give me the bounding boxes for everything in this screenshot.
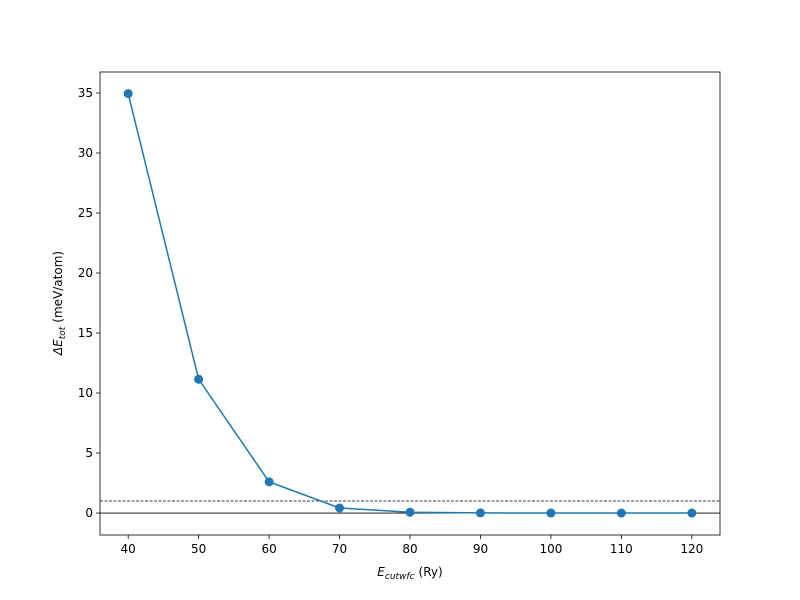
x-tick-label: 120 bbox=[680, 542, 703, 556]
y-tick-label: 5 bbox=[85, 446, 93, 460]
x-tick-label: 40 bbox=[121, 542, 136, 556]
point bbox=[123, 89, 133, 99]
point bbox=[546, 508, 556, 518]
point bbox=[194, 374, 204, 384]
plot-frame bbox=[99, 71, 721, 536]
x-tick-label: 50 bbox=[191, 542, 206, 556]
y-tick-label: 20 bbox=[78, 266, 93, 280]
y-tick-label: 35 bbox=[78, 86, 93, 100]
y-tick-label: 0 bbox=[85, 506, 93, 520]
x-tick-label: 60 bbox=[261, 542, 276, 556]
x-tick-label: 90 bbox=[473, 542, 488, 556]
point bbox=[475, 508, 485, 518]
y-tick-label: 10 bbox=[78, 386, 93, 400]
y-tick-label: 25 bbox=[78, 206, 93, 220]
point bbox=[335, 503, 345, 513]
y-axis-label: ΔEtot(meV/atom) bbox=[51, 251, 68, 356]
point bbox=[405, 507, 415, 517]
point bbox=[687, 508, 697, 518]
x-tick-label: 100 bbox=[539, 542, 562, 556]
x-axis-label: Ecutwfc (Ry) bbox=[377, 565, 442, 582]
point bbox=[616, 508, 626, 518]
x-tick-label: 70 bbox=[332, 542, 347, 556]
x-tick-label: 110 bbox=[610, 542, 633, 556]
x-tick-label: 80 bbox=[402, 542, 417, 556]
y-tick-label: 15 bbox=[78, 326, 93, 340]
point bbox=[264, 477, 274, 487]
y-tick-label: 30 bbox=[78, 146, 93, 160]
